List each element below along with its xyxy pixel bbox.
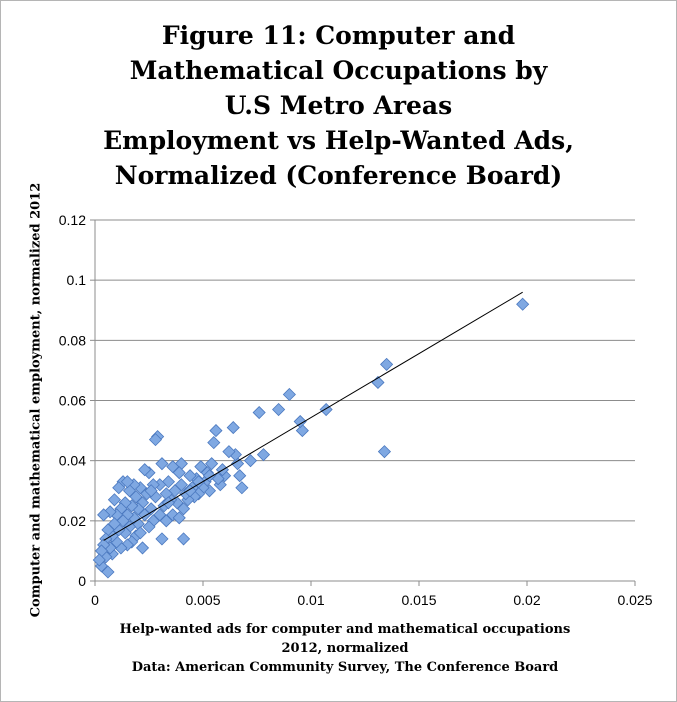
data-point <box>133 526 147 540</box>
x-tick-label: 0 <box>91 592 99 608</box>
data-point <box>377 445 392 459</box>
data-point <box>380 357 394 371</box>
data-point <box>230 457 245 471</box>
x-tick-label: 0.005 <box>185 592 220 608</box>
data-point <box>295 424 309 438</box>
data-point <box>319 402 333 417</box>
data-point <box>148 433 163 447</box>
y-tick-label: 0 <box>78 573 86 589</box>
data-point <box>155 457 169 471</box>
y-tick-label: 0.04 <box>59 453 86 469</box>
data-point <box>226 421 240 435</box>
title-line-3: U.S Metro Areas <box>224 91 453 120</box>
x-axis-title: Help-wanted ads for computer and mathema… <box>60 620 630 677</box>
data-point <box>144 484 158 498</box>
x-tick-label: 0.02 <box>513 592 540 608</box>
y-tick-label: 0.06 <box>59 393 86 409</box>
data-point <box>112 481 126 495</box>
chart-title: Figure 11: Computer and Mathematical Occ… <box>0 18 677 193</box>
data-point <box>235 481 249 495</box>
x-tick-label: 0.025 <box>617 592 652 608</box>
data-point <box>243 454 258 468</box>
data-point <box>183 469 197 483</box>
data-point <box>194 460 208 474</box>
data-point <box>103 505 117 519</box>
data-point <box>92 553 106 567</box>
data-point <box>122 484 137 498</box>
data-point <box>256 448 271 462</box>
trendline <box>103 291 523 541</box>
y-tick-label: 0.1 <box>67 272 87 288</box>
data-point <box>155 532 169 546</box>
title-line-5: Normalized (Conference Board) <box>114 161 563 190</box>
data-point <box>97 508 111 522</box>
y-axis-title-text: Computer and mathematical employment, no… <box>28 182 44 618</box>
x-tick-label: 0.01 <box>297 592 324 608</box>
x-axis-title-line-1: Help-wanted ads for computer and mathema… <box>119 622 571 637</box>
data-point <box>120 475 134 489</box>
x-axis-title-line-2: 2012, normalized <box>281 641 409 656</box>
data-point <box>209 424 223 438</box>
x-tick-label: 0.015 <box>401 592 436 608</box>
data-point <box>107 493 122 507</box>
data-point <box>166 460 180 474</box>
data-point <box>222 445 236 459</box>
data-point <box>205 457 219 471</box>
data-point <box>272 402 286 417</box>
data-point <box>233 469 247 483</box>
data-point <box>252 405 266 420</box>
y-tick-label: 0.02 <box>59 513 86 529</box>
data-point <box>176 532 191 546</box>
data-point <box>202 469 217 483</box>
data-point <box>516 297 530 311</box>
data-point <box>293 414 307 429</box>
y-tick-label: 0.08 <box>59 332 86 348</box>
data-point <box>207 436 221 450</box>
data-point <box>192 475 206 489</box>
data-point <box>172 511 186 525</box>
data-point <box>282 387 296 402</box>
y-tick-label: 0.12 <box>59 212 86 228</box>
title-line-4: Employment vs Help-Wanted Ads, <box>103 126 574 155</box>
x-axis-source-note: Data: American Community Survey, The Con… <box>131 660 559 675</box>
data-point <box>135 541 150 555</box>
data-point <box>138 463 152 477</box>
title-line-2: Mathematical Occupations by <box>129 56 548 85</box>
data-point <box>142 520 156 534</box>
title-line-1: Figure 11: Computer and <box>161 21 516 50</box>
